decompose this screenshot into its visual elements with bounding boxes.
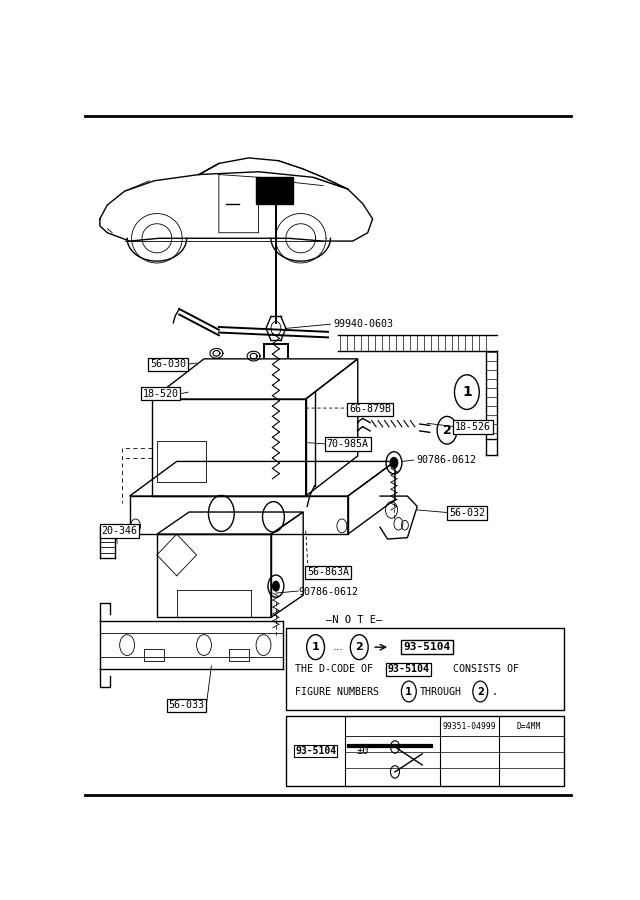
Text: 70-985A: 70-985A [327, 439, 369, 449]
Text: 56-033: 56-033 [169, 700, 205, 710]
Text: 90786-0612: 90786-0612 [298, 587, 358, 597]
Bar [229, 649, 248, 661]
Circle shape [272, 580, 280, 591]
Text: 93-5104: 93-5104 [295, 746, 336, 756]
Text: 2: 2 [355, 643, 363, 652]
Text: 99351-04999: 99351-04999 [442, 722, 496, 731]
Text: .: . [491, 687, 497, 697]
Text: 18-526: 18-526 [455, 422, 491, 432]
FancyBboxPatch shape [286, 628, 564, 709]
Text: 90786-0612: 90786-0612 [416, 455, 476, 465]
Circle shape [390, 457, 398, 468]
Text: CONSISTS OF: CONSISTS OF [454, 664, 520, 674]
Text: 56-032: 56-032 [449, 508, 485, 518]
Bar [157, 441, 207, 482]
Text: 1: 1 [405, 687, 412, 697]
Text: 93-5104: 93-5104 [404, 643, 451, 652]
Text: 1: 1 [462, 385, 472, 399]
Text: FIGURE NUMBERS: FIGURE NUMBERS [295, 687, 379, 697]
Text: ±0: ±0 [356, 746, 369, 756]
Text: THROUGH: THROUGH [420, 687, 462, 697]
Text: —N O T E—: —N O T E— [326, 615, 382, 625]
FancyBboxPatch shape [286, 716, 564, 786]
Text: 56-030: 56-030 [150, 359, 186, 369]
Bar [145, 649, 164, 661]
Text: THE D-CODE OF: THE D-CODE OF [295, 664, 372, 674]
Bar [256, 177, 293, 203]
Text: 2: 2 [443, 424, 451, 436]
Text: 1: 1 [312, 643, 319, 652]
Text: 20-346: 20-346 [102, 526, 138, 536]
Text: 66-879B: 66-879B [349, 404, 391, 415]
Text: 18-520: 18-520 [142, 389, 179, 399]
Text: ...: ... [333, 643, 343, 652]
Text: 2: 2 [477, 687, 484, 697]
Text: D=4MM: D=4MM [516, 722, 541, 731]
Text: 93-5104: 93-5104 [388, 664, 430, 674]
Text: 99940-0603: 99940-0603 [333, 320, 393, 329]
Text: 56-863A: 56-863A [307, 567, 349, 577]
